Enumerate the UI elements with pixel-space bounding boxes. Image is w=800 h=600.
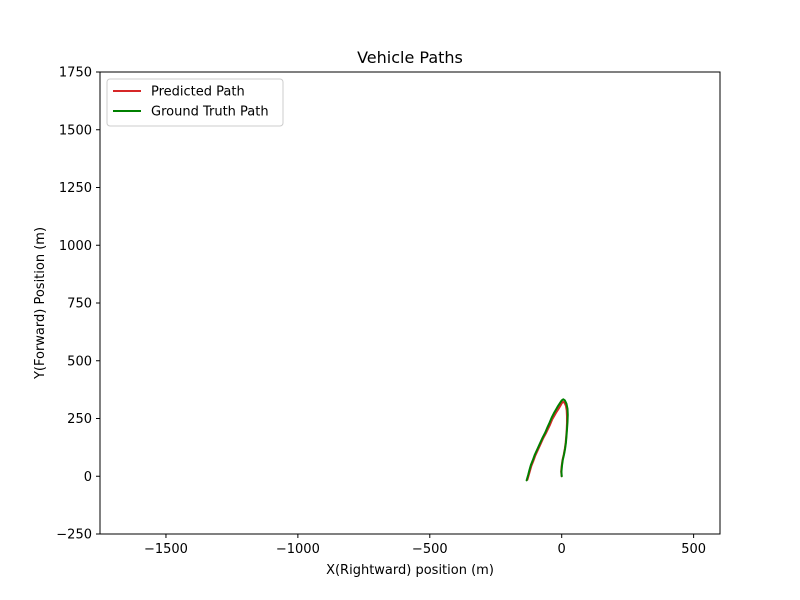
y-tick-label: 0 [84, 470, 92, 485]
y-axis-label: Y(Forward) Position (m) [33, 227, 48, 380]
x-tick-label: −1000 [276, 542, 320, 557]
legend-entry: Predicted Path [151, 85, 245, 100]
x-tick-label: −1500 [144, 542, 188, 557]
y-tick-label: 1250 [59, 181, 92, 196]
series-layer [525, 398, 569, 482]
y-tick-label: 500 [67, 354, 92, 369]
x-axis-label: X(Rightward) position (m) [326, 563, 494, 578]
y-tick-label: 1000 [59, 239, 92, 254]
x-tick-label: −500 [412, 542, 448, 557]
ground-truth-path-line [525, 398, 569, 482]
legend-box [106, 78, 284, 127]
y-tick-label: 750 [67, 297, 92, 312]
plot-frame [99, 71, 721, 535]
x-tick-label: 0 [558, 542, 566, 557]
y-tick-label: 1750 [59, 66, 92, 81]
x-tick-label: 500 [681, 542, 706, 557]
ticks-layer: −1500 −1000 −500 0 500 −250 0 250 500 750 1000 1250… [56, 66, 706, 558]
legend: Predicted Path Ground Truth Path [106, 78, 284, 127]
legend-entry: Ground Truth Path [151, 105, 269, 120]
chart-title: Vehicle Paths [357, 48, 463, 67]
y-tick-label: 250 [67, 412, 92, 427]
y-tick-label: 1500 [59, 123, 92, 138]
y-tick-label: −250 [56, 528, 92, 543]
